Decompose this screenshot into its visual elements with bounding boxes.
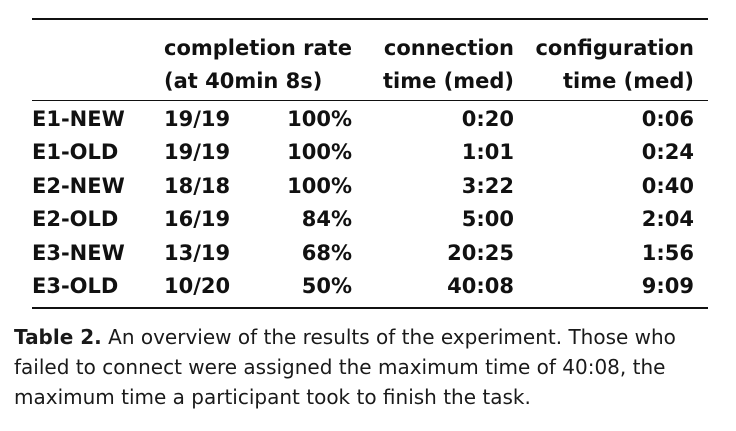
connection-time: 20:25 [447, 240, 514, 265]
table-row: E1-OLD 19/19 100% 1:01 0:24 [32, 136, 708, 169]
completion-fraction: 18/18 [164, 173, 231, 198]
connection-time: 0:20 [461, 107, 514, 131]
row-label: E2-NEW [32, 173, 125, 198]
table-row: E2-NEW 18/18 100% 3:22 0:40 [32, 170, 708, 203]
results-table-container: completion rate connection configuration… [32, 18, 708, 310]
completion-percent: 100% [287, 173, 352, 198]
row-label: E3-OLD [32, 274, 119, 299]
header-empty-cell [32, 65, 164, 100]
header-connection: connection [383, 36, 514, 60]
configuration-time: 0:40 [641, 173, 694, 198]
completion-fraction: 19/19 [164, 140, 231, 165]
header-connection-sub: time (med) [382, 69, 514, 93]
header-row-2: (at 40min 8s) time (med) time (med) [32, 65, 708, 100]
table-row: E2-OLD 16/19 84% 5:00 2:04 [32, 203, 708, 236]
row-label: E2-OLD [32, 207, 119, 232]
caption-text: An overview of the results of the experi… [14, 325, 676, 409]
row-label: E1-NEW [32, 107, 125, 131]
completion-fraction: 13/19 [164, 240, 231, 265]
completion-fraction: 16/19 [164, 207, 231, 232]
table-row: E3-OLD 10/20 50% 40:08 9:09 [32, 270, 708, 307]
completion-percent: 84% [301, 207, 352, 232]
table-caption: Table 2. An overview of the results of t… [14, 322, 726, 412]
connection-time: 5:00 [461, 207, 514, 232]
caption-label: Table 2. [14, 325, 102, 349]
table-row: E3-NEW 13/19 68% 20:25 1:56 [32, 237, 708, 270]
table-row: E1-NEW 19/19 100% 0:20 0:06 [32, 101, 708, 136]
configuration-time: 9:09 [641, 274, 694, 299]
completion-percent: 50% [301, 274, 352, 299]
header-rule [32, 100, 708, 101]
header-empty-cell [32, 20, 164, 65]
configuration-time: 1:56 [641, 240, 694, 265]
connection-time: 40:08 [447, 274, 514, 299]
bottom-rule [32, 307, 708, 310]
completion-fraction: 10/20 [164, 274, 231, 299]
configuration-time: 0:06 [641, 107, 694, 131]
connection-time: 3:22 [461, 173, 514, 198]
completion-percent: 100% [287, 107, 352, 131]
results-table: completion rate connection configuration… [32, 20, 708, 100]
results-table-body: E1-NEW 19/19 100% 0:20 0:06 E1-OLD 19/19… [32, 101, 708, 307]
completion-percent: 100% [287, 140, 352, 165]
row-label: E3-NEW [32, 240, 125, 265]
table-body: E1-NEW 19/19 100% 0:20 0:06 E1-OLD 19/19… [32, 101, 708, 307]
top-rule [32, 18, 708, 20]
row-label: E1-OLD [32, 140, 119, 165]
header-row-1: completion rate connection configuration [32, 20, 708, 65]
completion-fraction: 19/19 [164, 107, 231, 131]
configuration-time: 2:04 [641, 207, 694, 232]
table-header: completion rate connection configuration… [32, 20, 708, 100]
header-configuration: configuration [535, 36, 694, 60]
header-completion-rate-sub: (at 40min 8s) [164, 69, 323, 93]
header-configuration-sub: time (med) [562, 69, 694, 93]
connection-time: 1:01 [461, 140, 514, 165]
configuration-time: 0:24 [641, 140, 694, 165]
completion-percent: 68% [301, 240, 352, 265]
header-completion-rate: completion rate [164, 36, 352, 60]
